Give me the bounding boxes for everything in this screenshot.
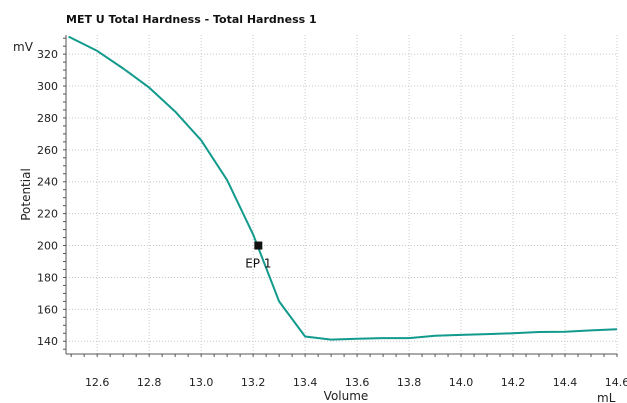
y-tick-label: 240 xyxy=(37,176,58,189)
endpoint-group: EP 1 xyxy=(245,241,271,271)
x-tick-label: 14.2 xyxy=(501,376,526,389)
y-tick-label: 280 xyxy=(37,112,58,125)
y-tick-label: 180 xyxy=(37,271,58,284)
series-line xyxy=(68,35,618,341)
y-tick-label: 260 xyxy=(37,144,58,157)
x-tick-label: 13.8 xyxy=(397,376,422,389)
x-tick-label: 13.6 xyxy=(345,376,370,389)
x-tick-label: 14.4 xyxy=(553,376,578,389)
x-tick-label: 13.0 xyxy=(189,376,214,389)
y-tick-label: 200 xyxy=(37,240,58,253)
axes xyxy=(65,35,617,355)
x-tick-label: 12.8 xyxy=(137,376,162,389)
x-axis-unit: mL xyxy=(597,391,616,403)
grid xyxy=(66,35,618,354)
x-tick-label: 14.6 xyxy=(605,376,627,389)
x-tick-label: 13.2 xyxy=(241,376,266,389)
x-tick-label: 12.6 xyxy=(85,376,110,389)
endpoint-label: EP 1 xyxy=(245,257,271,271)
y-tick-label: 220 xyxy=(37,208,58,221)
y-tick-label: 140 xyxy=(37,335,58,348)
chart-title: MET U Total Hardness - Total Hardness 1 xyxy=(66,13,317,26)
y-axis-label: Potential xyxy=(19,168,33,221)
x-axis-label: Volume xyxy=(324,389,369,403)
y-tick-label: 300 xyxy=(37,80,58,93)
series-group xyxy=(68,35,618,341)
y-tick-label: 160 xyxy=(37,303,58,316)
y-tick-labels: 140 160 180 200 220 240 260 280 300 320 xyxy=(37,48,58,348)
x-tick-label: 13.4 xyxy=(293,376,318,389)
x-tick-labels: 12.6 12.8 13.0 13.2 13.4 13.6 13.8 14.0 14.2 14.4… xyxy=(85,376,627,389)
endpoint-marker xyxy=(254,241,263,250)
x-tick-label: 14.0 xyxy=(449,376,474,389)
y-axis-unit: mV xyxy=(13,40,34,54)
tick-marks xyxy=(63,37,618,357)
y-tick-label: 320 xyxy=(37,48,58,61)
